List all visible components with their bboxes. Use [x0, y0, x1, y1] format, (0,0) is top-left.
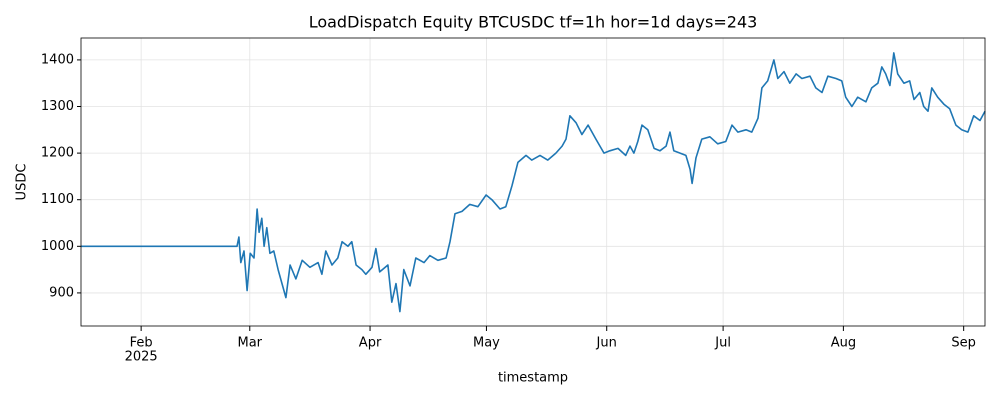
chart-title: LoadDispatch Equity BTCUSDC tf=1h hor=1d…	[309, 13, 758, 32]
y-tick-label: 1100	[41, 192, 74, 207]
x-axis-label: timestamp	[498, 371, 568, 386]
y-tick-label: 1000	[41, 239, 74, 254]
x-tick-label: Jul	[714, 336, 731, 351]
x-tick-label: Jun	[596, 336, 617, 351]
x-tick-label: Feb	[130, 336, 153, 351]
x-tick-label: May	[473, 336, 500, 351]
y-tick-label: 1300	[41, 99, 74, 114]
plot-frame	[80, 37, 986, 327]
y-tick-label: 1200	[41, 146, 74, 161]
y-tick-label: 900	[49, 285, 74, 300]
y-tick-label: 1400	[41, 52, 74, 67]
x-tick-label: Mar	[238, 336, 263, 351]
y-axis-label: USDC	[15, 164, 30, 201]
x-tick-label: Sep	[951, 336, 976, 351]
line-series	[81, 52, 986, 313]
x-tick-label: Apr	[359, 336, 382, 351]
x-tick-label: Aug	[831, 336, 856, 351]
x-year-label: 2025	[125, 350, 158, 365]
